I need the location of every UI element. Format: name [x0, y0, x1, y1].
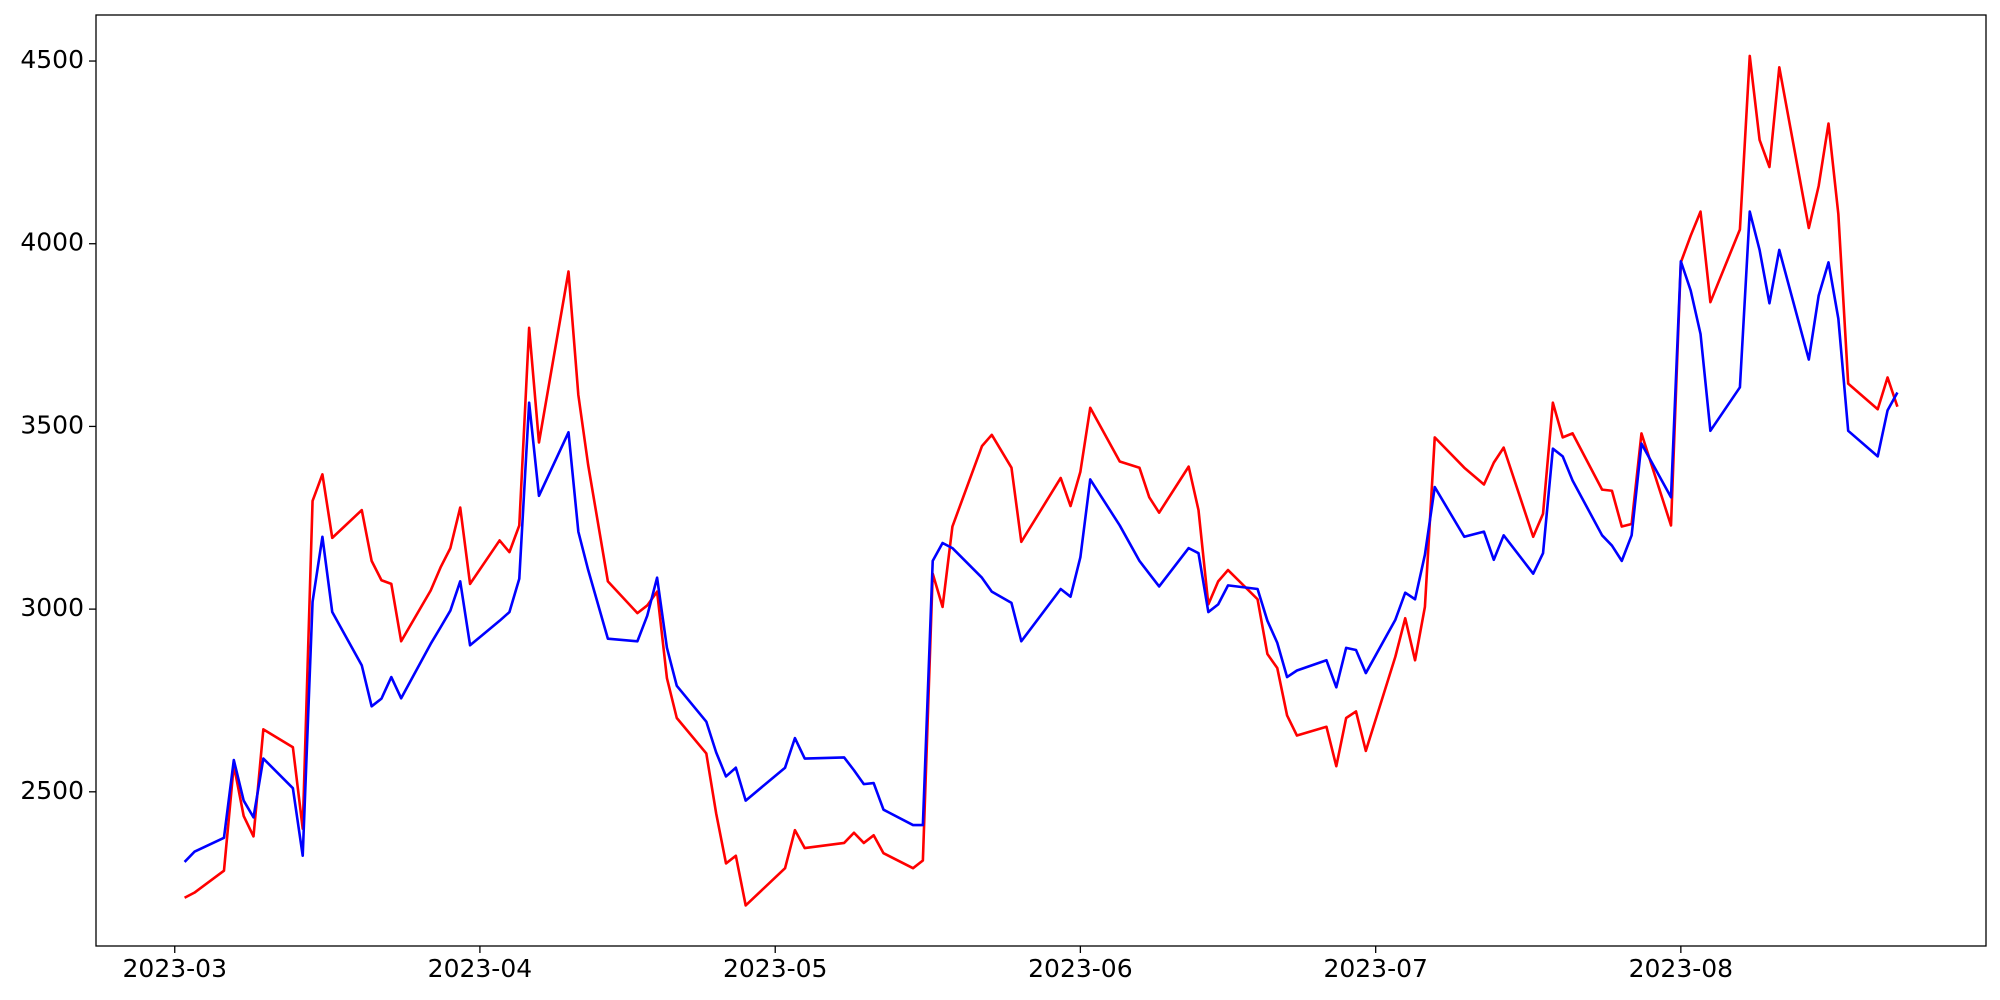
x-tick-label: 2023-03 — [123, 954, 227, 983]
y-tick-label: 4500 — [20, 45, 84, 74]
x-tick-label: 2023-04 — [428, 954, 532, 983]
series-line — [183, 210, 1899, 863]
x-tick-label: 2023-05 — [723, 954, 827, 983]
y-tick-label: 3000 — [20, 593, 84, 622]
x-tick-label: 2023-07 — [1323, 954, 1427, 983]
y-tick-label: 2500 — [20, 776, 84, 805]
x-tick-label: 2023-06 — [1028, 954, 1132, 983]
y-tick-label: 3500 — [20, 410, 84, 439]
series-line — [183, 54, 1899, 907]
x-tick-label: 2023-08 — [1629, 954, 1733, 983]
y-tick-label: 4000 — [20, 228, 84, 257]
plot-frame — [95, 14, 1987, 947]
